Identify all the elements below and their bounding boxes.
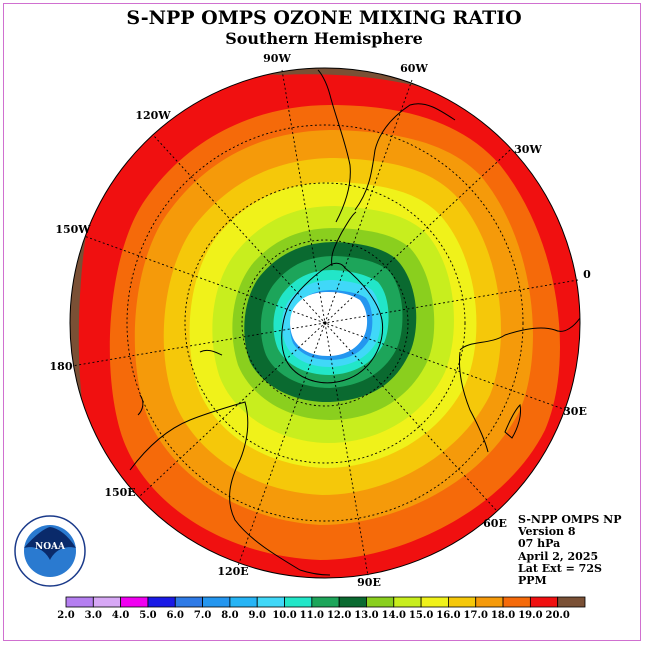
colorbar-swatch [338, 596, 367, 608]
lon-label-150w: 150W [55, 223, 91, 236]
map-border [69, 67, 581, 579]
colorbar-tick-label: 17.0 [464, 610, 488, 621]
longitude-labels: 90W 60W 30W 0 30E 60E 90E 120E 150E 180 … [50, 52, 592, 589]
colorbar-swatch [420, 596, 449, 608]
lon-label-150e: 150E [104, 486, 135, 499]
colorbar-swatch [502, 596, 531, 608]
colorbar-swatch [256, 596, 285, 608]
colorbar-tick-label: 8.0 [221, 610, 238, 621]
south-pole-marker [323, 321, 327, 325]
colorbar-swatches [65, 596, 586, 608]
lon-label-180: 180 [50, 360, 73, 373]
colorbar-swatch [529, 596, 559, 608]
lon-label-120e: 120E [217, 565, 248, 578]
lon-label-90w: 90W [263, 52, 291, 65]
colorbar-tick-label: 4.0 [112, 610, 129, 621]
colorbar-swatch [393, 596, 422, 608]
colorbar-tick-label: 13.0 [354, 610, 378, 621]
colorbar-swatch [366, 596, 395, 608]
lat-circle-30s [126, 124, 524, 522]
colorbar-swatch [229, 596, 258, 608]
info-instrument: S-NPP OMPS NP [518, 513, 622, 526]
colorbar-tick-label: 10.0 [272, 610, 296, 621]
colorbar-tick-label: 14.0 [382, 610, 406, 621]
colorbar-swatch [174, 596, 203, 608]
info-panel: S-NPP OMPS NP Version 8 07 hPa April 2, … [518, 513, 622, 588]
colorbar-swatch [311, 596, 340, 608]
info-units: PPM [518, 574, 547, 588]
colorbar-tick-label: 18.0 [491, 610, 515, 621]
lat-circle-60s [241, 239, 409, 407]
colorbar-swatch [147, 596, 176, 608]
colorbar-tick-label: 5.0 [139, 610, 156, 621]
info-level: 07 hPa [518, 537, 561, 551]
south-america-coast [317, 69, 456, 223]
antarctica-coast [281, 262, 384, 384]
colorbar-tick-labels: 2.0 3.0 4.0 5.0 6.0 7.0 8.0 9.0 10.0 11.0 12.0 13.0… [57, 610, 570, 621]
colorbar-tick-label: 3.0 [85, 610, 102, 621]
info-version: Version 8 [518, 525, 576, 539]
antarctic-peninsula [331, 211, 357, 267]
lat-circle-45s [184, 182, 466, 464]
colorbar-swatch [120, 596, 149, 608]
lon-label-0: 0 [583, 268, 591, 281]
colorbar-tick-label: 6.0 [167, 610, 184, 621]
colorbar-swatch [475, 596, 504, 608]
figure-frame [3, 3, 641, 641]
lon-label-60e: 60E [483, 517, 507, 530]
colorbar-tick-label: 7.0 [194, 610, 211, 621]
colorbar-tick-label: 19.0 [518, 610, 542, 621]
noaa-logo: NOAA [14, 515, 86, 587]
info-date: April 2, 2025 [518, 549, 599, 563]
map-subtitle: Southern Hemisphere [225, 29, 423, 48]
colorbar-swatch [202, 596, 231, 608]
colorbar-tick-label: 16.0 [436, 610, 460, 621]
madagascar-coast [504, 403, 521, 439]
colorbar-swatch [557, 596, 586, 608]
lon-label-90e: 90E [357, 576, 381, 589]
colorbar-tick-label: 20.0 [546, 610, 570, 621]
colorbar-swatch [284, 596, 313, 608]
colorbar-tick-label: 9.0 [249, 610, 266, 621]
colorbar-tick-label: 2.0 [57, 610, 74, 621]
lon-label-60w: 60W [400, 62, 428, 75]
lon-label-30e: 30E [563, 405, 587, 418]
lon-label-30w: 30W [514, 143, 542, 156]
map-title: S-NPP OMPS OZONE MIXING RATIO [126, 7, 522, 29]
colorbar-tick-label: 15.0 [409, 610, 433, 621]
noaa-logo-text: NOAA [35, 542, 66, 552]
colorbar-tick-label: 11.0 [300, 610, 324, 621]
colorbar-swatch [65, 596, 94, 608]
colorbar-tick-label: 12.0 [327, 610, 351, 621]
colorbar-swatch [448, 596, 477, 608]
africa-coast [459, 317, 580, 453]
lon-label-120w: 120W [135, 109, 171, 122]
noaa-logo-bird [24, 527, 76, 560]
colorbar-swatch [92, 596, 122, 608]
info-lat-ext: Lat Ext = 72S [518, 561, 602, 575]
